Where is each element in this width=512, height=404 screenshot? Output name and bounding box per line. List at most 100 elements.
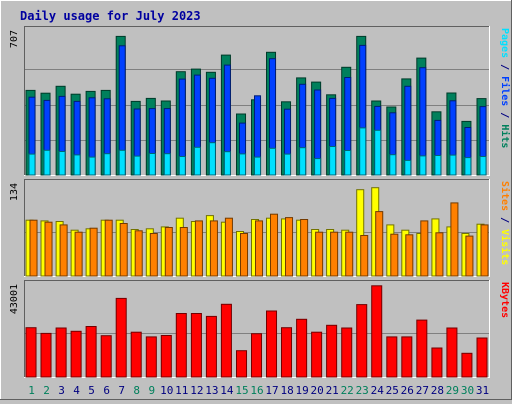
- axis-legend-part: /: [499, 106, 510, 124]
- bar-sites-day-12: [194, 220, 203, 277]
- day-label-2: 2: [43, 384, 50, 397]
- bar-sites-day-11: [179, 227, 188, 277]
- day-label-7: 7: [118, 384, 125, 397]
- bar-kbytes-day-5: [85, 326, 97, 378]
- day-label-13: 13: [205, 384, 218, 397]
- bar-kbytes-day-29: [446, 327, 458, 378]
- axis-legend-part: /: [499, 211, 510, 229]
- bar-sites-day-19: [300, 219, 309, 277]
- axis-legend-visits-sites: Sites / Visits: [499, 181, 511, 265]
- bar-sites-day-2: [44, 221, 53, 277]
- bar-sites-day-21: [330, 231, 339, 277]
- axis-legend-part: KBytes: [499, 282, 510, 318]
- bar-sites-day-22: [345, 231, 354, 277]
- bar-pages-day-17: [269, 147, 277, 176]
- bar-pages-day-24: [374, 129, 382, 176]
- bar-kbytes-day-23: [356, 304, 368, 378]
- day-label-19: 19: [295, 384, 308, 397]
- panel-kbytes: 43001 KBytes: [9, 280, 510, 378]
- day-label-31: 31: [476, 384, 489, 397]
- bar-pages-day-13: [208, 142, 216, 176]
- day-labels: 1 2 3 4 5 6 7 8 9 10 11 12 13 14 15 16 17 18 19 20 21 22 23 24 2…: [28, 384, 489, 397]
- bar-kbytes-day-15: [236, 350, 248, 378]
- bar-pages-day-20: [314, 158, 322, 176]
- chart-title: Daily usage for July 2023: [20, 9, 201, 23]
- bar-sites-day-20: [315, 231, 324, 277]
- bar-kbytes-day-1: [25, 327, 37, 378]
- bar-kbytes-day-9: [145, 336, 157, 378]
- bar-pages-day-16: [254, 156, 262, 176]
- day-label-21: 21: [326, 384, 339, 397]
- bar-kbytes-day-13: [205, 315, 217, 378]
- bar-kbytes-day-10: [160, 335, 172, 378]
- bar-pages-day-19: [299, 147, 307, 176]
- bar-pages-day-4: [73, 154, 81, 176]
- bar-kbytes-day-26: [401, 336, 413, 378]
- day-label-27: 27: [416, 384, 429, 397]
- day-label-15: 15: [235, 384, 248, 397]
- bar-sites-day-28: [435, 232, 444, 277]
- bar-pages-day-5: [88, 156, 96, 176]
- bar-kbytes-day-12: [190, 313, 202, 378]
- bar-sites-day-4: [74, 231, 83, 277]
- bar-kbytes-day-7: [115, 297, 127, 378]
- day-label-26: 26: [401, 384, 414, 397]
- bar-pages-day-14: [223, 151, 231, 176]
- bar-pages-day-11: [178, 156, 186, 176]
- bar-kbytes-day-17: [266, 310, 278, 378]
- day-label-28: 28: [431, 384, 444, 397]
- bar-pages-day-30: [464, 157, 472, 176]
- bar-sites-day-18: [285, 217, 294, 277]
- bar-kbytes-day-20: [311, 331, 323, 378]
- bar-sites-day-3: [59, 224, 68, 277]
- bar-kbytes-day-30: [461, 352, 473, 378]
- day-label-6: 6: [103, 384, 110, 397]
- day-label-20: 20: [310, 384, 323, 397]
- bar-sites-day-17: [270, 213, 279, 277]
- bar-kbytes-day-6: [100, 335, 112, 378]
- day-label-24: 24: [371, 384, 385, 397]
- bar-sites-day-7: [119, 223, 128, 277]
- day-label-4: 4: [73, 384, 80, 397]
- bar-pages-day-29: [449, 154, 457, 176]
- day-label-22: 22: [341, 384, 354, 397]
- bar-kbytes-day-19: [296, 318, 308, 378]
- bar-sites-day-26: [405, 234, 414, 277]
- axis-legend-kbytes: KBytes: [499, 282, 510, 318]
- bar-kbytes-day-11: [175, 313, 187, 378]
- bar-sites-day-24: [375, 211, 384, 277]
- bar-kbytes-day-27: [416, 319, 428, 378]
- axis-legend-part: Visits: [499, 229, 511, 265]
- bar-pages-day-6: [103, 153, 111, 176]
- axis-legend-part: Hits: [499, 124, 511, 148]
- day-label-29: 29: [446, 384, 459, 397]
- bar-pages-day-7: [118, 149, 126, 176]
- bar-sites-day-25: [390, 233, 399, 277]
- bar-sites-day-23: [360, 235, 369, 277]
- bar-pages-day-28: [434, 155, 442, 176]
- day-label-18: 18: [280, 384, 293, 397]
- axis-legend-part: Sites: [499, 181, 511, 211]
- bar-kbytes-day-16: [251, 333, 263, 378]
- bar-sites-day-8: [134, 230, 143, 277]
- bar-sites-day-29: [450, 202, 459, 277]
- bar-pages-day-27: [419, 155, 427, 176]
- panel-hits-files-pages: 707 Pages / Files / Hits: [9, 26, 511, 176]
- bar-pages-day-10: [163, 153, 171, 176]
- bar-sites-day-27: [420, 220, 429, 277]
- bar-kbytes-day-3: [55, 327, 67, 378]
- bar-pages-day-12: [193, 146, 201, 176]
- day-label-1: 1: [28, 384, 35, 397]
- bar-pages-day-31: [479, 156, 487, 176]
- max-label-hits-files-pages: 707: [9, 30, 20, 48]
- max-label-kbytes: 43001: [9, 284, 20, 314]
- bar-kbytes-day-8: [130, 331, 142, 378]
- bar-sites-day-9: [149, 233, 158, 277]
- day-label-9: 9: [148, 384, 155, 397]
- axis-legend-part: Pages: [499, 28, 510, 58]
- bar-sites-day-1: [29, 219, 38, 277]
- bar-kbytes-day-28: [431, 347, 443, 378]
- axis-legend-part: Files: [499, 76, 511, 106]
- day-label-17: 17: [265, 384, 278, 397]
